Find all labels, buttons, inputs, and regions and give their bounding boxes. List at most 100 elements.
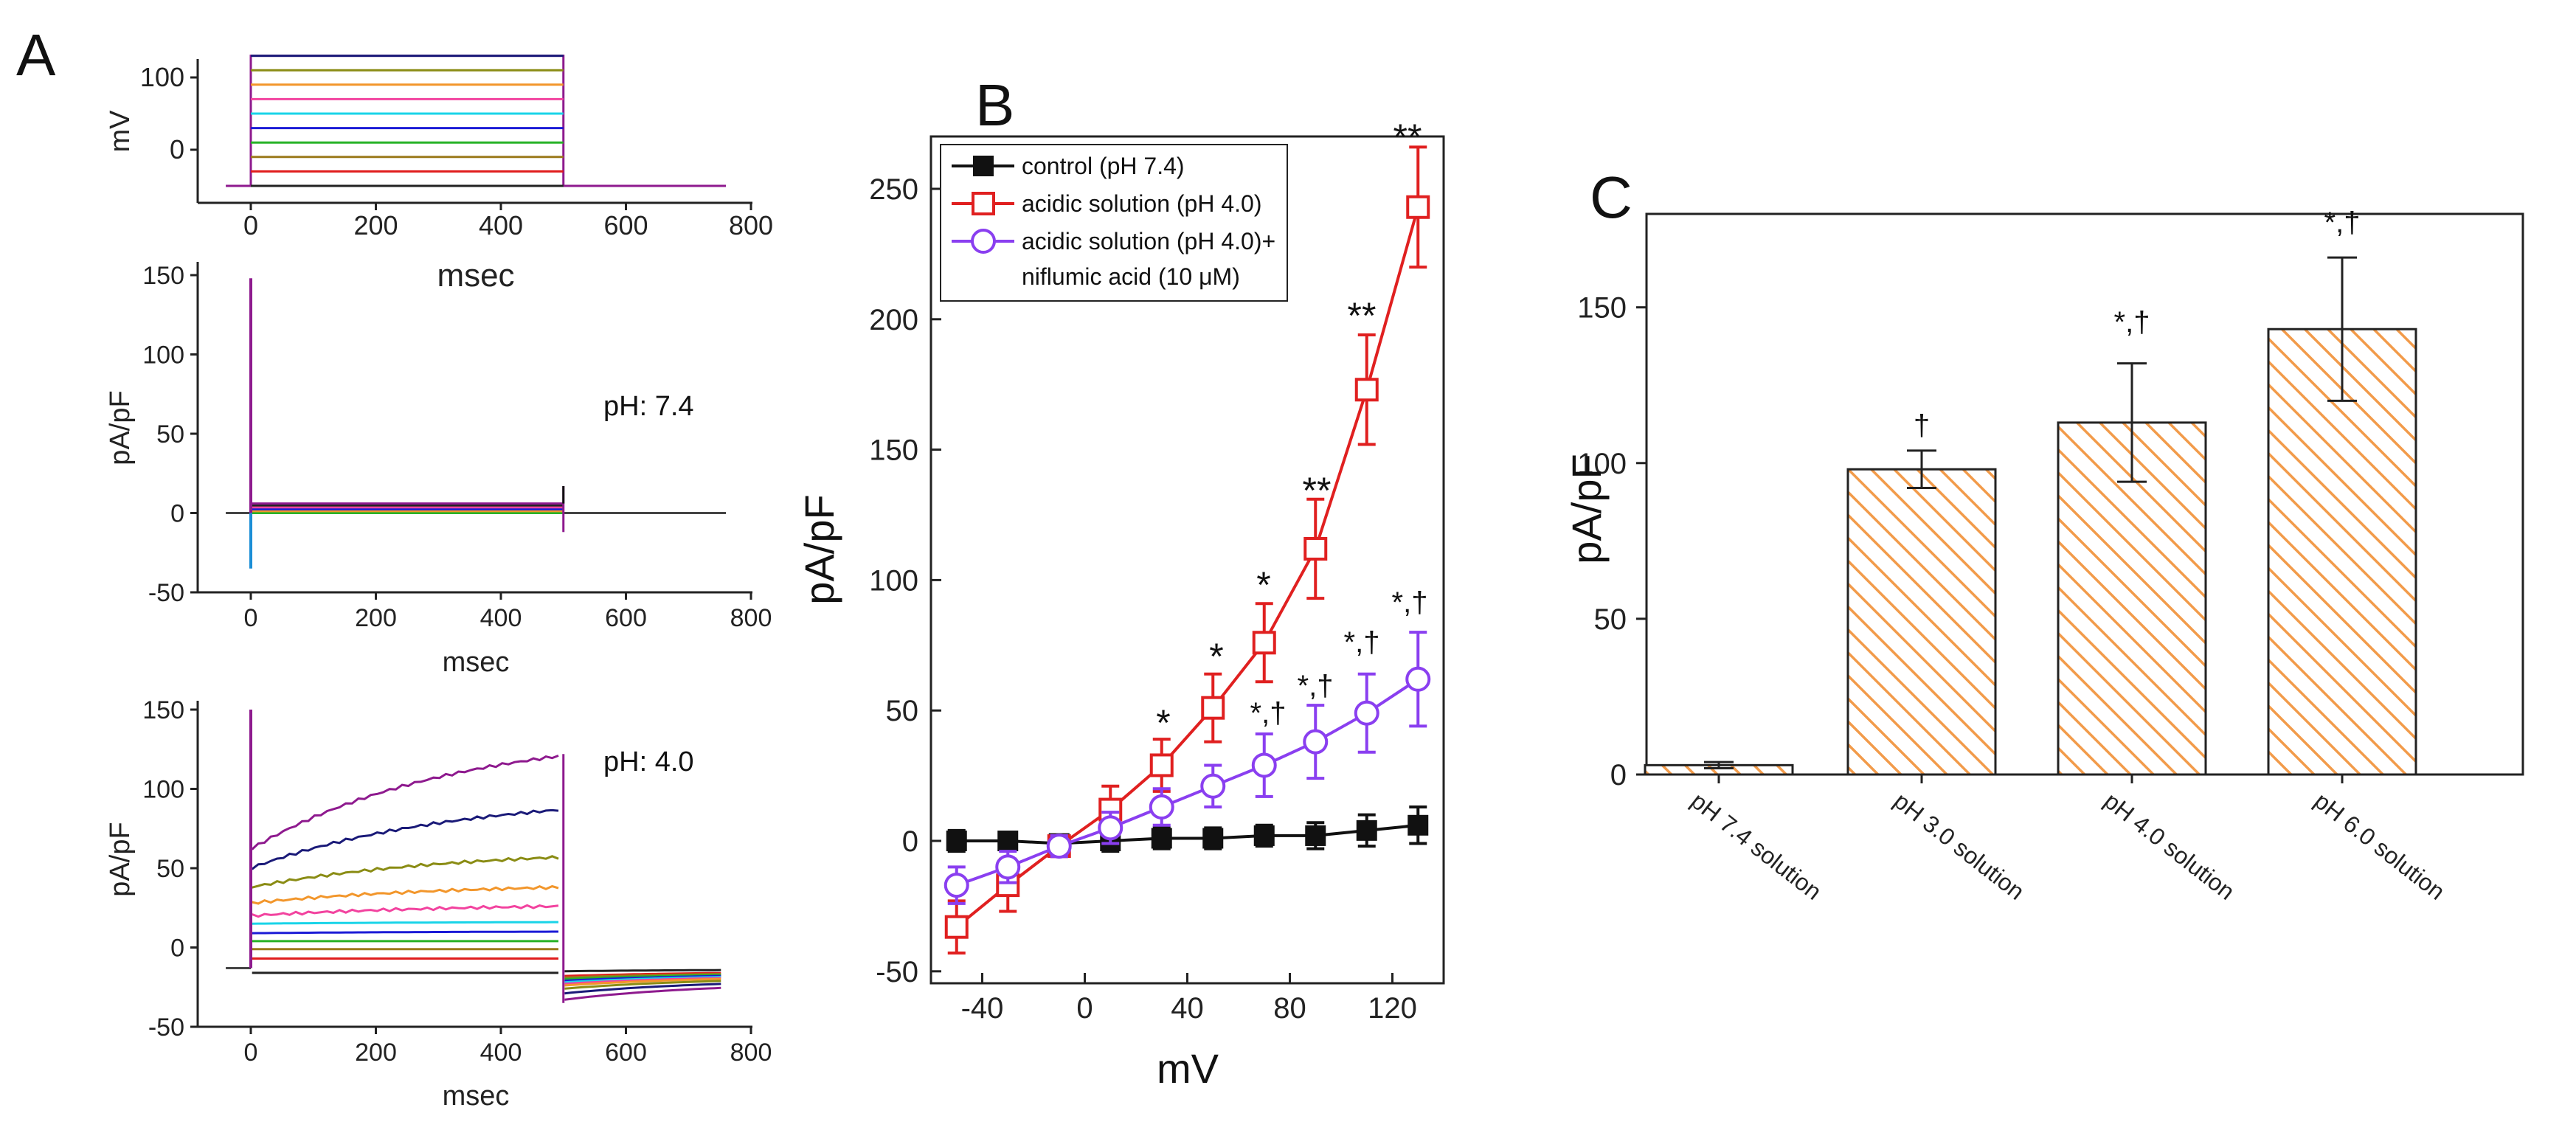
sig-bar-ph30: † [1914, 409, 1930, 442]
b-point [1252, 631, 1276, 655]
legend-acidic-marker [972, 192, 995, 215]
b-series-2 [944, 631, 1431, 905]
c-category-label: pH 7.4 solution [1686, 787, 1827, 905]
a2-yticks: 150 100 50 0 -50 [142, 262, 198, 607]
a3-ytick-label: 50 [156, 855, 184, 883]
a3-trace-70mv [252, 904, 559, 918]
legend-control-label: control (pH 7.4) [1022, 153, 1185, 179]
c-ylabel: pA/pF [1563, 454, 1610, 564]
b-xtick-label: 40 [1171, 992, 1204, 1025]
a1-xtick-label: 800 [729, 210, 773, 240]
legend-control-marker [973, 156, 994, 176]
a3-yticks: 150 100 50 0 -50 [142, 696, 198, 1042]
legend-niflumic-label-2: niflumic acid (10 μM) [1022, 263, 1240, 290]
a3-ytick-label: 100 [142, 776, 184, 804]
b-point [995, 854, 1021, 880]
a2-ylabel: pA/pF [105, 390, 136, 465]
step-outer [249, 55, 565, 187]
b-ytick-label: 150 [869, 434, 918, 467]
b-point [1356, 820, 1377, 841]
c-ytick-label: 50 [1594, 603, 1627, 636]
b-point [1305, 825, 1326, 846]
c-category-label: pH 4.0 solution [2099, 787, 2240, 905]
a2-ytick-label: 100 [142, 342, 184, 370]
b-point [944, 873, 969, 898]
b-point [1149, 753, 1174, 777]
b-point [1408, 814, 1429, 836]
b-point [1202, 828, 1224, 849]
a3-xticks: 0 200 400 600 800 [244, 1027, 772, 1067]
b-point [997, 831, 1019, 851]
sig-acidic-70: * [1256, 564, 1270, 606]
a3-trace-50mv [252, 921, 558, 925]
b-ytick-label: 200 [869, 304, 918, 336]
b-xtick-label: 120 [1368, 992, 1417, 1025]
b-point [1149, 794, 1174, 820]
b-ytick-label: -50 [876, 956, 918, 988]
a2-xtick-label: 800 [730, 604, 772, 632]
c-ytick-label: 150 [1577, 292, 1627, 325]
b-ylabel: pA/pF [796, 494, 842, 604]
a3-xtick-label: 200 [355, 1039, 397, 1067]
b-xtick-label: 0 [1076, 992, 1093, 1025]
a1-ytick-100: 100 [140, 62, 184, 92]
b-point [1354, 378, 1379, 402]
a2-xticks: 0 200 400 600 800 [244, 592, 772, 632]
sig-acidic-90: ** [1303, 470, 1332, 511]
a3-ytick-label: -50 [148, 1014, 184, 1042]
b-point [946, 831, 967, 851]
a2-xtick-label: 200 [355, 604, 397, 632]
b-ytick-label: 100 [869, 564, 918, 597]
panel-c-label: C [1590, 164, 1632, 230]
a1-xticks: 0 200 400 600 800 [243, 203, 773, 240]
panel-b-label: B [975, 72, 1014, 138]
c-bar-3 [2267, 328, 2417, 776]
sig-niflumic-70: *,† [1250, 697, 1287, 730]
sig-niflumic-110: *,† [1344, 626, 1380, 659]
sig-niflumic-90: *,† [1298, 670, 1334, 702]
c-category-label: pH 3.0 solution [1889, 787, 2029, 905]
panel-a-label: A [16, 22, 56, 88]
a1-step-traces [226, 55, 727, 187]
a3-trace-150mv [251, 755, 559, 850]
b-series-line [956, 678, 1419, 887]
a3-trace-90mv [252, 884, 559, 905]
b-point [1151, 828, 1172, 849]
a2-xlabel: msec [443, 647, 510, 678]
a1-xtick-label: 0 [243, 210, 258, 240]
b-xtick-label: -40 [961, 992, 1004, 1025]
a3-tail-90mv [564, 977, 721, 987]
a3-tail--50mv [564, 969, 721, 973]
b-point [1406, 195, 1430, 219]
c-bar-chart: 0 50 100 150 pA/pF pH 7.4 solution pH 3.0 so… [1563, 207, 2524, 905]
a3-trace-130mv [251, 808, 559, 870]
sig-niflumic-130: *,† [1392, 586, 1428, 619]
a3-xtick-label: 0 [244, 1039, 258, 1067]
a3-traces [226, 710, 721, 1003]
b-legend-box [940, 144, 1288, 302]
b-ytick-label: 250 [869, 173, 918, 206]
b-yticks: -50 0 50 100 150 200 250 [869, 173, 941, 988]
sig-acidic-50: * [1209, 636, 1223, 677]
b-point [1200, 773, 1226, 799]
b-point [1303, 729, 1329, 755]
b-legend: control (pH 7.4) acidic solution (pH 4.0… [940, 144, 1288, 302]
b-point [1098, 815, 1123, 841]
a2-traces [226, 278, 727, 569]
a1-xtick-label: 200 [353, 210, 398, 240]
c-bar-1 [1846, 468, 1997, 776]
a2-current-traces-ph74: 150 100 50 0 -50 0 200 400 600 800 pA/pF msec pH… [105, 262, 772, 678]
sig-acidic-110: ** [1348, 295, 1377, 336]
b-point [1303, 536, 1328, 561]
b-xticks: -40 0 40 80 120 [961, 973, 1417, 1025]
b-point [1354, 700, 1379, 726]
a1-ytick-0: 0 [170, 134, 184, 164]
sig-bar-ph60: *,† [2324, 207, 2361, 239]
b-series-0 [946, 805, 1429, 854]
c-bars: pH 7.4 solution pH 3.0 solution pH 4.0 sol… [1644, 256, 2450, 905]
legend-niflumic-label-1: acidic solution (pH 4.0)+ [1022, 228, 1275, 254]
c-ytick-label: 0 [1610, 759, 1627, 791]
c-category-label: pH 6.0 solution [2310, 787, 2450, 905]
